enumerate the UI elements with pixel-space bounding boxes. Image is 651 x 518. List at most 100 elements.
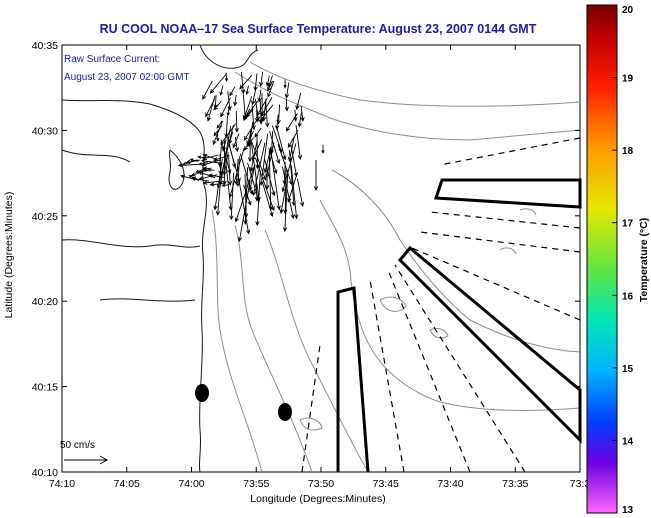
colorbar-tick-label: 20 <box>622 5 634 16</box>
contour-canyon-west <box>319 199 581 411</box>
current-vector <box>228 144 241 183</box>
x-tick-label: 73:45 <box>373 478 399 490</box>
current-vector <box>259 104 274 122</box>
current-vector <box>265 75 270 87</box>
coastline-river <box>61 149 201 302</box>
current-vector <box>257 89 262 103</box>
current-vector <box>295 125 303 161</box>
current-vector <box>212 120 224 146</box>
current-vector <box>251 142 266 197</box>
current-vector <box>202 80 213 100</box>
current-vector <box>290 165 299 220</box>
current-vector <box>213 94 218 110</box>
colorbar-label: Temperature (°C) <box>638 218 650 303</box>
coastline-north <box>199 44 259 69</box>
current-vector <box>189 158 199 162</box>
dash-line <box>439 137 581 166</box>
current-vector <box>243 118 258 141</box>
current-vector <box>234 136 240 153</box>
chart-title: RU COOL NOAA–17 Sea Surface Temperature:… <box>100 22 537 36</box>
current-vector <box>201 159 221 167</box>
y-tick-label: 40:35 <box>32 40 58 52</box>
colorbar-tick-label: 14 <box>622 436 634 447</box>
current-vector <box>195 169 204 173</box>
x-tick-label: 74:10 <box>49 478 75 490</box>
current-vector <box>202 166 215 171</box>
current-vector <box>297 112 302 128</box>
current-vector <box>243 137 254 151</box>
current-vector <box>177 163 200 168</box>
radar-dashed-lines <box>301 137 581 473</box>
surface-current-vectors <box>177 71 325 242</box>
current-vector <box>227 154 233 186</box>
current-vector <box>284 98 289 112</box>
annotation-line-1: Raw Surface Current: <box>64 54 160 65</box>
current-vector <box>313 160 319 192</box>
colorbar-tick-label: 17 <box>622 219 634 230</box>
colorbar-tick-label: 18 <box>622 146 634 157</box>
dash-line <box>419 231 581 253</box>
current-vector <box>226 106 230 117</box>
plot-frame <box>61 44 581 473</box>
y-tick-label: 40:20 <box>32 296 58 308</box>
colorbar-tick-label: 16 <box>622 291 634 302</box>
current-vector <box>197 171 216 178</box>
current-vector <box>221 184 230 187</box>
current-vector <box>240 71 246 95</box>
current-vector <box>245 85 249 96</box>
station-marker-east <box>278 403 292 421</box>
current-vector <box>275 125 287 161</box>
y-tick-label: 40:15 <box>32 382 58 394</box>
current-vector <box>209 73 228 94</box>
current-vector <box>217 143 223 168</box>
y-tick-label: 40:25 <box>32 211 58 223</box>
current-vector <box>321 145 325 155</box>
bathymetry-contours <box>211 61 581 473</box>
current-vector <box>229 172 235 221</box>
current-vector <box>254 98 261 122</box>
current-vector <box>255 157 275 212</box>
current-vector <box>281 143 297 193</box>
current-vector <box>287 130 299 149</box>
current-vector <box>249 139 258 172</box>
x-tick-label: 74:05 <box>114 478 140 490</box>
current-vector <box>247 130 253 163</box>
current-vector <box>206 95 216 122</box>
survey-box-east <box>433 178 582 209</box>
y-axis: 40:35 40:30 40:25 40:20 40:15 40:10 <box>32 40 580 479</box>
current-vector <box>297 178 305 208</box>
current-vector <box>233 94 238 107</box>
current-vector <box>250 139 261 202</box>
x-tick-label: 74:00 <box>178 478 204 490</box>
contour-coastal-1 <box>211 209 263 473</box>
current-vector <box>288 149 296 207</box>
dash-line <box>429 211 581 229</box>
current-vector <box>201 154 219 161</box>
current-vector <box>215 183 221 216</box>
current-vector <box>216 120 223 129</box>
dash-line <box>387 269 471 473</box>
coastline-main <box>61 99 207 473</box>
current-vector <box>281 166 295 220</box>
current-vector <box>246 108 254 118</box>
contour-coastal-3 <box>264 229 369 473</box>
current-vector <box>283 79 287 89</box>
current-vector <box>267 80 273 92</box>
current-vector <box>300 105 305 122</box>
current-vector <box>271 125 283 154</box>
current-vector <box>209 182 225 187</box>
current-vector <box>285 113 298 132</box>
colorbar-tick-label: 15 <box>622 364 634 375</box>
current-vector <box>259 71 264 88</box>
current-vector <box>224 72 229 83</box>
contour-shelf-mid <box>249 61 581 107</box>
scale-arrow <box>64 455 109 465</box>
x-axis-label: Longitude (Degrees:Minutes) <box>250 493 385 505</box>
scale-label: 50 cm/s <box>60 440 95 451</box>
current-vector <box>279 183 287 214</box>
map-plot-area: Raw Surface Current: August 23, 2007 02:… <box>60 44 582 473</box>
current-vector <box>264 158 276 197</box>
current-vector <box>263 148 272 174</box>
current-vector <box>265 142 275 179</box>
